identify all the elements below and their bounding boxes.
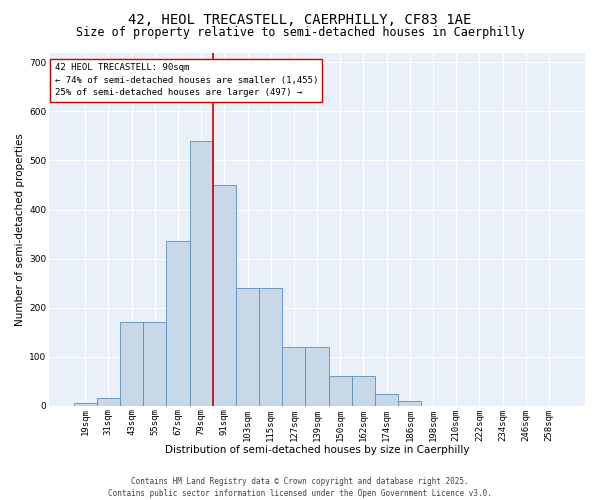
Bar [143, 322, 166, 406]
Bar [352, 376, 375, 406]
Bar [74, 404, 97, 406]
Bar [213, 185, 236, 406]
Bar [305, 347, 329, 406]
Bar [283, 347, 305, 406]
Bar [166, 242, 190, 406]
Bar [398, 401, 421, 406]
X-axis label: Distribution of semi-detached houses by size in Caerphilly: Distribution of semi-detached houses by … [165, 445, 469, 455]
Bar [236, 288, 259, 406]
Text: 42 HEOL TRECASTELL: 90sqm
← 74% of semi-detached houses are smaller (1,455)
25% : 42 HEOL TRECASTELL: 90sqm ← 74% of semi-… [55, 63, 318, 97]
Bar [329, 376, 352, 406]
Y-axis label: Number of semi-detached properties: Number of semi-detached properties [15, 132, 25, 326]
Bar [120, 322, 143, 406]
Text: Size of property relative to semi-detached houses in Caerphilly: Size of property relative to semi-detach… [76, 26, 524, 39]
Bar [97, 398, 120, 406]
Bar [259, 288, 283, 406]
Bar [375, 394, 398, 406]
Text: Contains HM Land Registry data © Crown copyright and database right 2025.
Contai: Contains HM Land Registry data © Crown c… [108, 476, 492, 498]
Bar [190, 141, 213, 406]
Text: 42, HEOL TRECASTELL, CAERPHILLY, CF83 1AE: 42, HEOL TRECASTELL, CAERPHILLY, CF83 1A… [128, 12, 472, 26]
